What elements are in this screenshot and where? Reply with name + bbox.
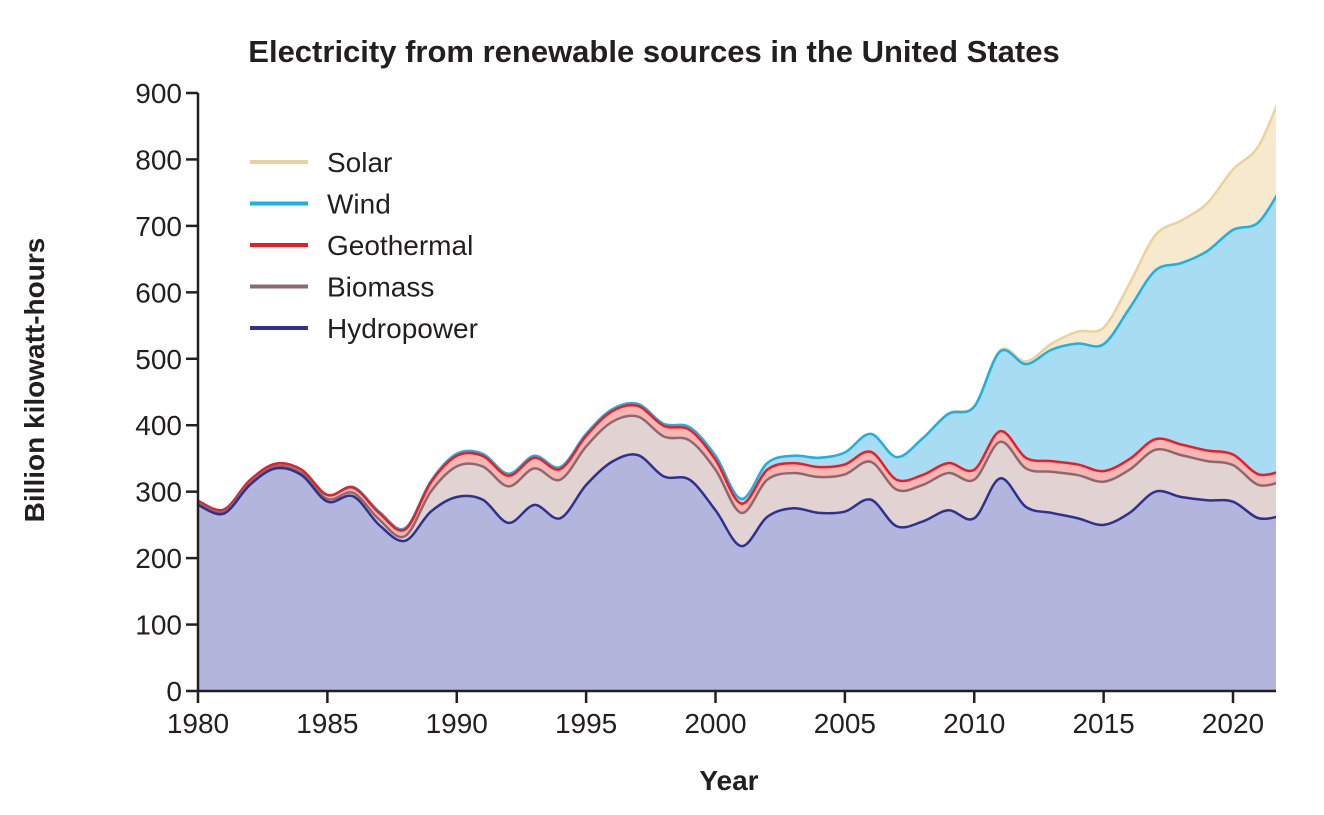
legend: Solar Wind Geothermal Biomass Hydropower <box>250 147 478 344</box>
legend-label-hydropower: Hydropower <box>327 313 478 344</box>
x-tick-label: 1995 <box>555 708 617 739</box>
y-tick-label: 900 <box>135 78 182 109</box>
y-tick-label: 500 <box>135 344 182 375</box>
y-tick-label: 800 <box>135 144 182 175</box>
legend-label-solar: Solar <box>327 147 392 178</box>
y-tick-label: 400 <box>135 410 182 441</box>
x-tick-label: 1990 <box>426 708 488 739</box>
areas <box>198 107 1276 691</box>
y-tick-label: 600 <box>135 277 182 308</box>
legend-label-geothermal: Geothermal <box>327 230 473 261</box>
x-tick-label: 2000 <box>684 708 746 739</box>
series-lines <box>198 103 1276 548</box>
y-tick-label: 300 <box>135 477 182 508</box>
geothermal-line <box>198 403 1276 532</box>
x-tick-label: 2015 <box>1072 708 1134 739</box>
x-tick-label: 2005 <box>814 708 876 739</box>
y-tick-label: 0 <box>166 676 182 707</box>
y-tick-label: 700 <box>135 211 182 242</box>
x-tick-label: 2010 <box>943 708 1005 739</box>
legend-label-wind: Wind <box>327 189 391 220</box>
x-tick-label: 1980 <box>167 708 229 739</box>
legend-label-biomass: Biomass <box>327 272 434 303</box>
biomass-line <box>198 414 1276 539</box>
x-axis-label: Year <box>699 765 758 796</box>
hydropower-line <box>198 453 1276 548</box>
axes: 0 100 200 300 400 500 600 700 800 900 1980 1985 1990… <box>135 78 1276 739</box>
x-tick-label: 1985 <box>296 708 358 739</box>
y-axis-label: Billion kilowatt-hours <box>19 238 50 523</box>
y-tick-label: 100 <box>135 610 182 641</box>
x-tick-label: 2020 <box>1202 708 1264 739</box>
y-tick-label: 200 <box>135 543 182 574</box>
chart-title: Electricity from renewable sources in th… <box>248 34 1059 69</box>
hydropower-area <box>198 454 1276 691</box>
